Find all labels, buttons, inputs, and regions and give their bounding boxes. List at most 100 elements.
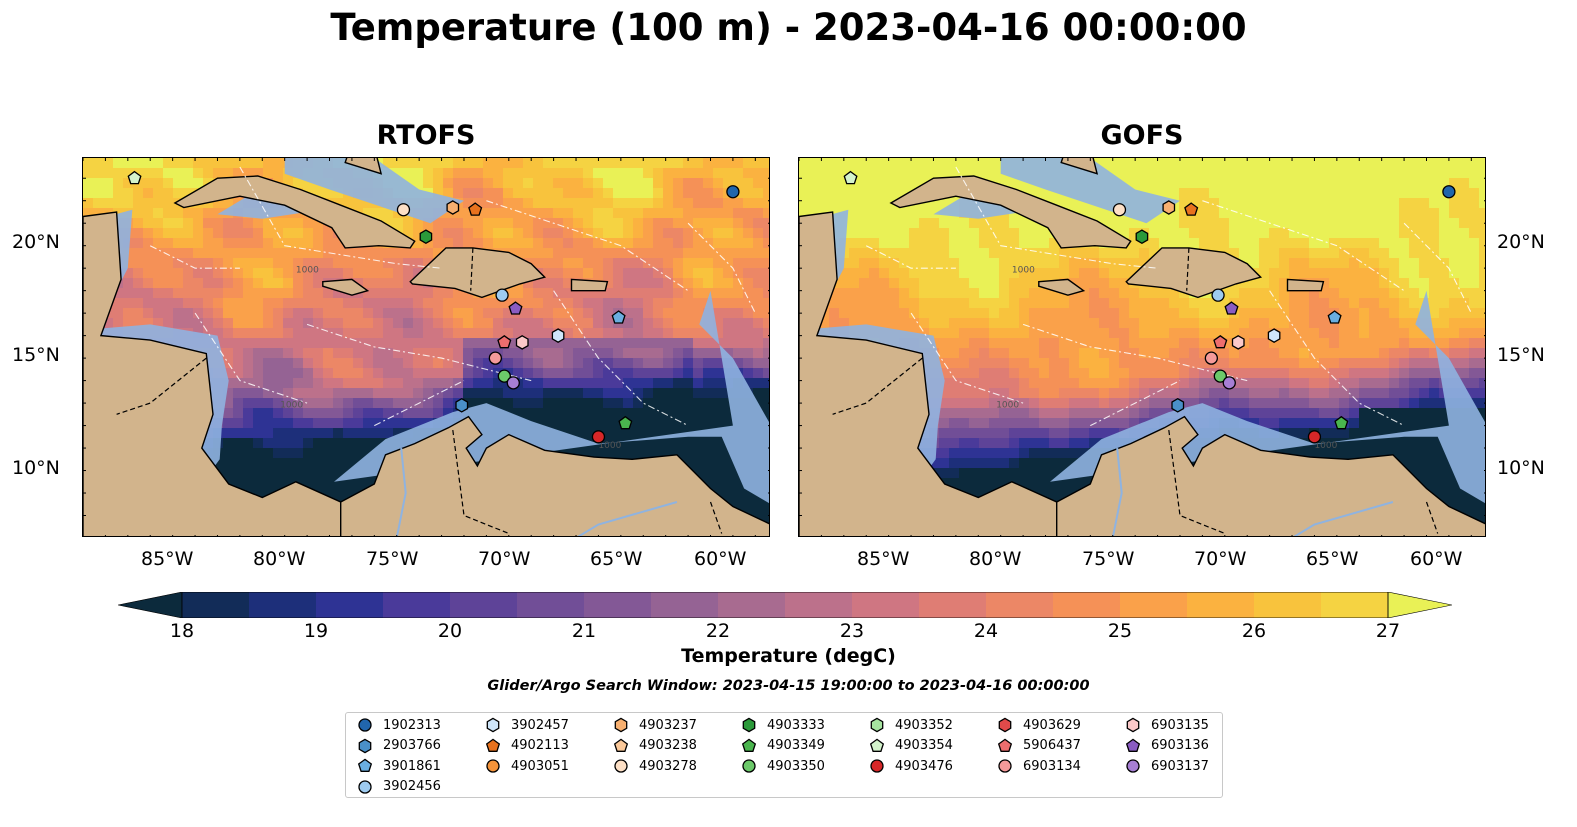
search-window-note: Glider/Argo Search Window: 2023-04-15 19…: [487, 678, 1090, 694]
colorbar-segment: [1120, 592, 1188, 618]
legend-marker-4903476: [870, 759, 884, 773]
colorbar-segment: [517, 592, 585, 618]
colorbar-tick-22: 22: [705, 620, 731, 642]
legend-item-6903137: 6903137: [1124, 756, 1209, 776]
platform-4903476-marker: [591, 430, 606, 444]
colorbar-segment: [1187, 592, 1255, 618]
lat-tick-left-10n: 10°N: [12, 457, 60, 479]
platform-4903278-marker: [1112, 203, 1127, 217]
platform-4902113-marker: [1184, 202, 1199, 216]
colorbar-segment: [986, 592, 1054, 618]
legend-label: 5906437: [1023, 738, 1081, 753]
lat-tick-right-15n: 15°N: [1497, 344, 1545, 366]
legend-item-4903238: 4903238: [612, 736, 697, 756]
platform-6903137-marker: [1222, 376, 1236, 390]
legend-marker-6903134: [998, 759, 1012, 773]
platform-4903237-marker: [446, 200, 460, 215]
platform-4903349-marker: [1334, 415, 1349, 430]
platform-4903350-marker: [497, 369, 511, 383]
platform-6903135-marker: [515, 335, 529, 350]
legend-marker-6903137: [1126, 759, 1140, 773]
platform-legend: 1902313 2903766 3901861 3902456 3902457 49021…: [345, 712, 1223, 798]
legend-label: 6903134: [1023, 758, 1081, 774]
colorbar-tick-18: 18: [169, 620, 195, 642]
platform-4903333-marker: [419, 229, 433, 245]
platform-4903350-marker: [1213, 369, 1227, 383]
colorbar-segment: [316, 592, 384, 618]
colorbar-segment: [785, 592, 853, 618]
lon-tick-rtofs-75w: 75°W: [366, 548, 419, 570]
legend-item-4903476: 4903476: [868, 756, 953, 776]
lat-tick-left-20n: 20°N: [12, 231, 60, 253]
platform-6903136-marker: [508, 301, 523, 315]
platform-4903333-marker: [1135, 229, 1149, 245]
colorbar-segment: [651, 592, 719, 618]
legend-marker-4903349: [741, 738, 757, 752]
land-hispaniola: [1125, 247, 1263, 299]
country-borders: [832, 247, 1439, 535]
legend-item-4903349: 4903349: [740, 736, 825, 756]
colorbar-segment: [450, 592, 518, 618]
platform-5906437-marker: [497, 335, 512, 349]
platform-6903135-marker: [1231, 335, 1245, 350]
colorbar-segment: [718, 592, 786, 618]
legend-item-3902456: 3902456: [356, 777, 441, 797]
legend-marker-5906437: [997, 738, 1013, 752]
platform-2903766-marker: [1171, 397, 1185, 413]
legend-marker-4903237: [614, 717, 628, 733]
river: [396, 448, 407, 536]
land-bahamas: [1060, 158, 1099, 175]
colorbar-extend-high: [1387, 592, 1452, 618]
legend-label: 4903238: [639, 738, 697, 753]
platform-4903278-marker: [396, 203, 411, 217]
map-panel-gofs: 1000 1000 1000: [798, 157, 1486, 537]
contour-label: 1000: [1012, 266, 1035, 276]
colorbar-segment: [383, 592, 451, 618]
legend-item-4903237: 4903237: [612, 715, 697, 735]
legend-marker-4903051: [486, 759, 500, 773]
platform-4903237-marker: [1162, 200, 1176, 215]
platform-4903349-marker: [618, 415, 633, 430]
legend-marker-4903629: [998, 717, 1012, 733]
lon-tick-rtofs-60w: 60°W: [694, 548, 747, 570]
platform-markers: [127, 170, 740, 444]
platform-3902457-marker: [1267, 328, 1281, 343]
river: [1293, 501, 1394, 536]
legend-label: 3902457: [511, 717, 569, 733]
legend-item-4903051: 4903051: [484, 756, 569, 776]
lon-tick-gofs-65w: 65°W: [1306, 548, 1359, 570]
colorbar-tick-25: 25: [1107, 620, 1133, 642]
legend-marker-6903135: [1126, 717, 1140, 733]
platform-2903766-marker: [455, 397, 469, 413]
river: [1112, 448, 1123, 536]
platform-6903134-marker: [1204, 351, 1219, 365]
platform-6903137-marker: [506, 376, 520, 390]
land-cuba: [889, 175, 1132, 249]
colorbar-tick-24: 24: [973, 620, 999, 642]
panel-title-rtofs: RTOFS: [376, 120, 476, 151]
land-cuba: [173, 175, 416, 249]
legend-item-6903136: 6903136: [1124, 736, 1209, 756]
legend-label: 4903051: [511, 758, 569, 774]
legend-marker-4903333: [742, 717, 756, 733]
legend-marker-4903278: [614, 759, 628, 773]
legend-item-1902313: 1902313: [356, 715, 441, 735]
platform-3902456-marker: [1211, 288, 1225, 302]
legend-marker-3901861: [357, 758, 373, 772]
legend-label: 4902113: [511, 738, 569, 753]
legend-label: 2903766: [383, 738, 441, 753]
lon-tick-gofs-80w: 80°W: [969, 548, 1022, 570]
lat-tick-right-10n: 10°N: [1497, 457, 1545, 479]
colorbar-tick-27: 27: [1375, 620, 1401, 642]
land-hispaniola: [409, 247, 547, 299]
legend-item-4903333: 4903333: [740, 715, 825, 735]
colorbar-segment: [584, 592, 652, 618]
legend-marker-2903766: [358, 738, 372, 753]
colorbar-tick-23: 23: [839, 620, 865, 642]
legend-item-5906437: 5906437: [996, 736, 1081, 756]
legend-item-4903352: 4903352: [868, 715, 953, 735]
legend-label: 6903136: [1151, 738, 1209, 753]
legend-item-3901861: 3901861: [356, 756, 441, 776]
legend-marker-4903352: [870, 717, 884, 733]
platform-3902456-marker: [495, 288, 509, 302]
